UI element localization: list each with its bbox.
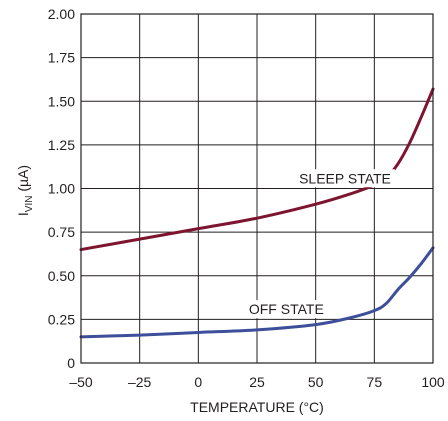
x-tick-label: 100 — [421, 374, 445, 390]
x-axis-label: TEMPERATURE (°C) — [190, 399, 324, 415]
y-tick-label: 1.50 — [48, 93, 75, 109]
y-tick-label: 0.75 — [48, 224, 75, 240]
y-tick-label: 0 — [67, 355, 75, 371]
x-tick-labels: –50 –25 0 25 50 75 100 — [69, 374, 445, 390]
annotation-text: SLEEP STATE — [299, 170, 391, 186]
grid — [81, 14, 433, 363]
annotation-layer: SLEEP STATE OFF STATE — [244, 169, 395, 319]
y-tick-label: 1.75 — [48, 50, 75, 66]
y-axis-label-unit: (µA) — [15, 165, 31, 196]
x-tick-label: 25 — [249, 374, 265, 390]
x-tick-label: 50 — [308, 374, 324, 390]
x-tick-label: –50 — [69, 374, 93, 390]
plot-frame — [80, 13, 434, 364]
x-tick-label: 75 — [367, 374, 383, 390]
y-tick-label: 1.00 — [48, 181, 75, 197]
series-line-off-state — [79, 246, 435, 339]
series-layer — [79, 87, 435, 339]
x-tick-label: 0 — [194, 374, 202, 390]
y-axis-label: IVIN (µA) — [15, 165, 35, 216]
annotation-background — [244, 300, 328, 319]
y-tick-label: 0.25 — [48, 311, 75, 327]
y-tick-label: 1.25 — [48, 137, 75, 153]
y-axis-label-main: I — [15, 212, 31, 216]
y-tick-labels: 0 0.25 0.50 0.75 1.00 1.25 1.50 1.75 2.00 — [48, 6, 75, 371]
y-axis-label-sub: VIN — [24, 196, 35, 213]
annotation-off-state: OFF STATE — [244, 300, 328, 319]
annotation-background — [295, 169, 395, 188]
annotation-sleep-state: SLEEP STATE — [295, 169, 395, 188]
x-tick-label: –25 — [128, 374, 152, 390]
series-line-sleep-state — [79, 87, 435, 252]
y-tick-label: 0.50 — [48, 268, 75, 284]
annotation-text: OFF STATE — [249, 301, 324, 317]
y-tick-label: 2.00 — [48, 6, 75, 22]
